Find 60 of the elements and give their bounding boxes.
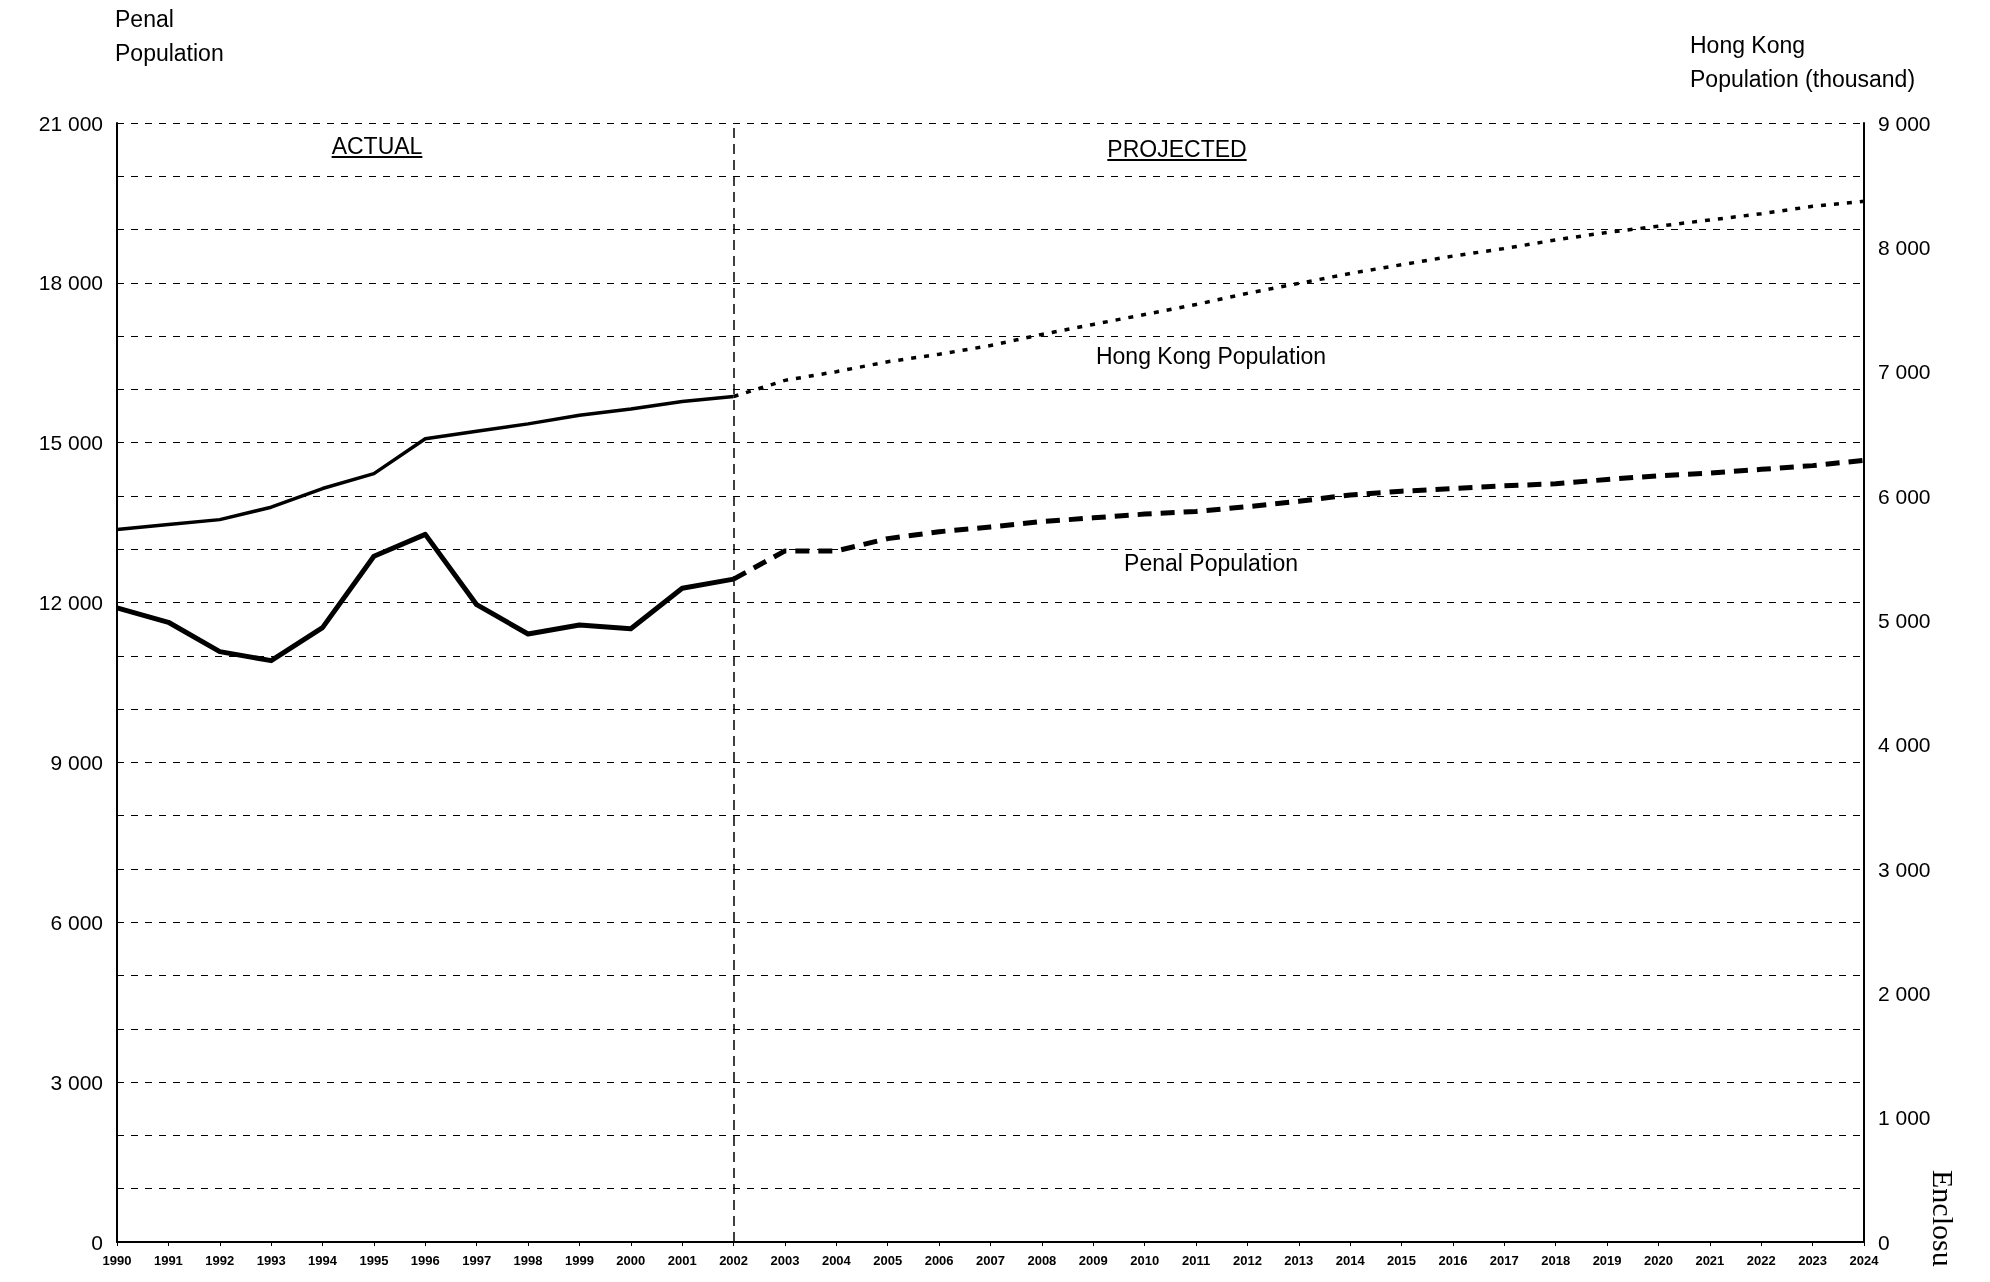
annotation: PROJECTED <box>1107 136 1247 163</box>
x-tick-label: 2021 <box>1695 1253 1725 1268</box>
x-tick-label: 1993 <box>256 1253 286 1268</box>
x-tick-label: 2017 <box>1489 1253 1519 1268</box>
x-tick-label: 2001 <box>667 1253 697 1268</box>
x-tick-label: 2015 <box>1387 1253 1417 1268</box>
x-tick-label: 2019 <box>1592 1253 1622 1268</box>
y2-tick-label: 5 000 <box>1878 608 1931 632</box>
text: Enclosu <box>1926 1170 1960 1267</box>
y2-tick-label: 2 000 <box>1878 981 1931 1005</box>
annotation: ACTUAL <box>331 133 423 160</box>
y2-tick-label: 4 000 <box>1878 733 1931 757</box>
y-tick-label: 15 000 <box>38 431 103 455</box>
x-tick-label: 2009 <box>1078 1253 1108 1268</box>
y2-tick-label: 0 <box>1878 1230 1890 1254</box>
x-tick-label: 2006 <box>924 1253 954 1268</box>
y-tick-label: 21 000 <box>38 111 103 135</box>
y-tick-label: 6 000 <box>50 910 103 934</box>
x-tick-label: 1998 <box>513 1253 543 1268</box>
x-tick-label: 1990 <box>102 1253 132 1268</box>
y2-tick-label: 6 000 <box>1878 484 1931 508</box>
x-tick-label: 2005 <box>873 1253 903 1268</box>
x-tick-label: 2007 <box>976 1253 1005 1268</box>
x-tick-label: 2004 <box>821 1253 852 1268</box>
y-axis-title: Penal Population <box>115 6 224 66</box>
x-tick-label: 2012 <box>1232 1253 1262 1268</box>
y-tick-label: 0 <box>91 1230 103 1254</box>
x-tick-label: 2003 <box>770 1253 800 1268</box>
y2-tick-label: 9 000 <box>1878 111 1931 135</box>
x-tick-label: 1997 <box>462 1253 492 1268</box>
x-tick-label: 1999 <box>564 1253 594 1268</box>
y-tick-label: 3 000 <box>50 1070 103 1094</box>
x-tick-label: 2013 <box>1284 1253 1314 1268</box>
y-tick-label: 12 000 <box>38 591 103 615</box>
x-tick-label: 2022 <box>1746 1253 1776 1268</box>
x-tick-label: 2008 <box>1027 1253 1057 1268</box>
y2-tick-label: 1 000 <box>1878 1106 1931 1130</box>
y2-tick-label: 3 000 <box>1878 857 1931 881</box>
y2-tick-label: 8 000 <box>1878 235 1931 259</box>
x-tick-label: 2011 <box>1181 1253 1211 1268</box>
y2-tick-label: 7 000 <box>1878 360 1931 384</box>
x-tick-label: 1995 <box>359 1253 389 1268</box>
series-label: Penal Population <box>1124 549 1298 576</box>
x-tick-label: 1996 <box>410 1253 440 1268</box>
x-tick-label: 2014 <box>1335 1253 1366 1268</box>
series-label: Hong Kong Population <box>1095 343 1327 370</box>
x-tick-label: 2023 <box>1798 1253 1828 1268</box>
x-tick-label: 2018 <box>1541 1253 1571 1268</box>
x-tick-label: 2020 <box>1644 1253 1673 1268</box>
y-tick-label: 9 000 <box>50 750 103 774</box>
x-tick-label: 2002 <box>719 1253 749 1268</box>
y-tick-label: 18 000 <box>38 271 103 295</box>
x-tick-label: 1991 <box>153 1253 183 1268</box>
x-tick-label: 2010 <box>1130 1253 1160 1268</box>
y2-axis-title: Hong Kong Population (thousand) <box>1690 32 1916 92</box>
x-tick-label: 2024 <box>1849 1253 1880 1268</box>
x-tick-label: 1994 <box>308 1253 338 1268</box>
x-tick-label: 1992 <box>205 1253 235 1268</box>
x-tick-label: 2016 <box>1438 1253 1468 1268</box>
x-tick-label: 2000 <box>616 1253 646 1268</box>
